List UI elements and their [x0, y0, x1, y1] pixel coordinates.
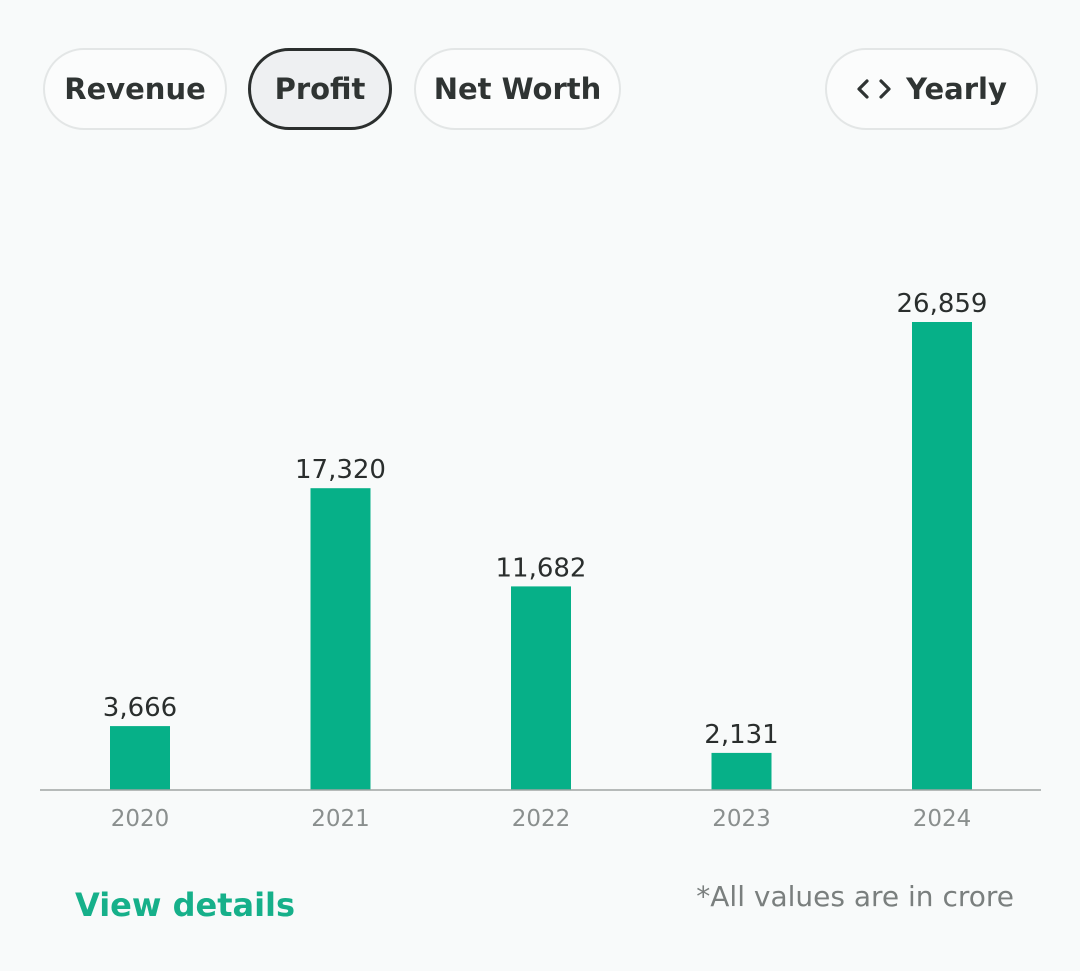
values-unit-note: *All values are in crore	[696, 880, 1014, 913]
bar-2021[interactable]	[311, 488, 371, 790]
bar-2024[interactable]	[912, 322, 972, 790]
chart-svg: 3,666 2020 17,320 2021 11,682 2022 2,131 2023 26…	[0, 0, 1080, 860]
profit-chart-card: Revenue Profit Net Worth Yearly 3,666 202…	[0, 0, 1080, 971]
profit-bar-chart: 3,666 2020 17,320 2021 11,682 2022 2,131 2023 26…	[0, 0, 1080, 864]
bar-2023[interactable]	[712, 753, 772, 790]
bar-2020[interactable]	[110, 726, 170, 790]
bar-2022[interactable]	[511, 586, 571, 790]
value-label-2024: 26,859	[897, 289, 988, 319]
view-details-link[interactable]: View details	[75, 886, 295, 924]
x-tick-label-2024: 2024	[913, 806, 972, 832]
x-tick-label-2021: 2021	[311, 806, 370, 832]
value-label-2020: 3,666	[103, 693, 177, 723]
value-label-2023: 2,131	[704, 720, 778, 750]
value-label-2022: 11,682	[496, 553, 587, 583]
x-tick-label-2022: 2022	[512, 806, 571, 832]
x-tick-label-2020: 2020	[111, 806, 170, 832]
value-label-2021: 17,320	[295, 455, 386, 485]
x-tick-label-2023: 2023	[712, 806, 771, 832]
